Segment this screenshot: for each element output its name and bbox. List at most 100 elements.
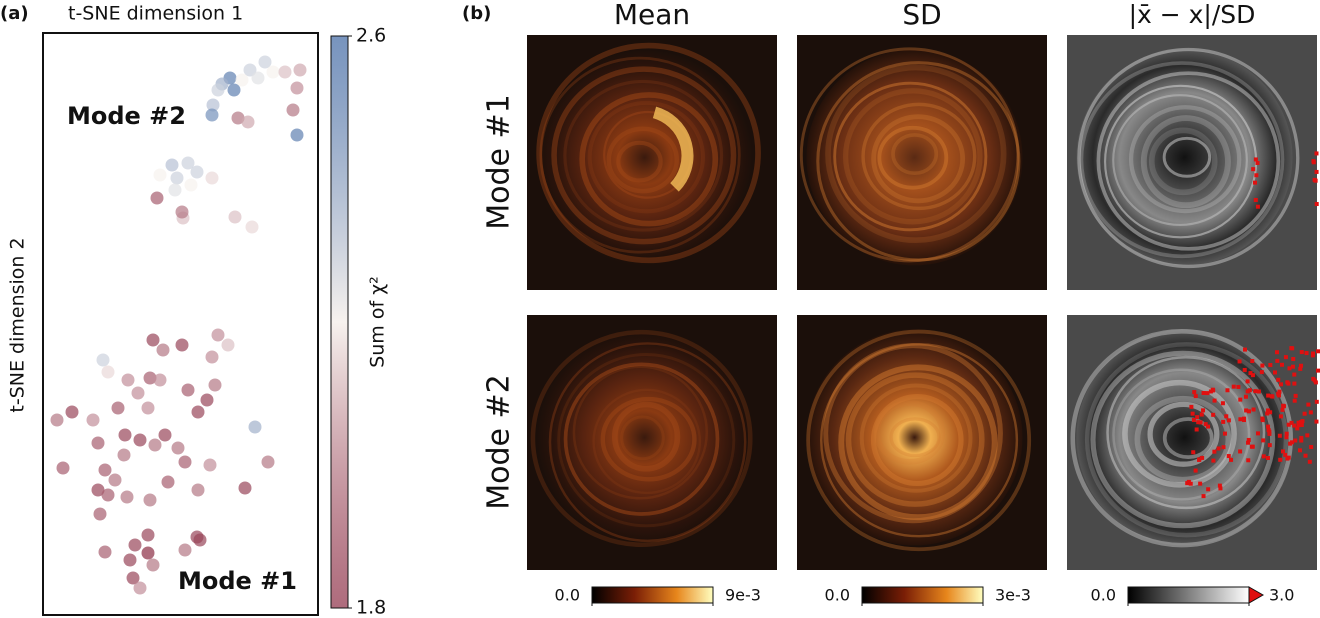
image-ring <box>1112 368 1251 501</box>
scatter-point <box>143 371 157 385</box>
scatter-point <box>86 413 100 427</box>
scatter-point <box>158 428 172 442</box>
scatter-point <box>191 405 205 419</box>
scatter-point <box>205 171 219 185</box>
scatter-point <box>175 205 189 219</box>
image-ring <box>579 92 719 227</box>
flagged-pixel <box>1253 157 1258 162</box>
flagged-pixel <box>1198 481 1203 486</box>
scatter-point <box>258 55 272 69</box>
flagged-pixel <box>1266 427 1271 432</box>
scatter-point <box>206 98 220 112</box>
flagged-pixel <box>1306 402 1311 407</box>
flagged-pixel <box>1288 441 1293 446</box>
flagged-pixel <box>1310 353 1315 358</box>
flagged-pixel <box>1193 394 1198 399</box>
image-disk <box>536 49 753 266</box>
image-panel <box>797 315 1047 570</box>
flagged-pixel <box>1221 419 1226 424</box>
flagged-pixel <box>1255 204 1260 209</box>
image-ring <box>845 372 985 507</box>
image-ring <box>572 365 709 500</box>
scatter-point <box>170 171 184 185</box>
column-title: SD <box>902 0 941 31</box>
image-ring <box>1147 401 1220 467</box>
flagged-pixel <box>1253 197 1258 202</box>
scatter-point <box>181 383 195 397</box>
colorbar-tick-label: 3e-3 <box>995 586 1031 605</box>
flagged-pixel <box>1248 371 1253 376</box>
flagged-pixel <box>1308 410 1313 415</box>
image-ring <box>891 133 939 176</box>
flagged-pixel <box>1299 422 1304 427</box>
image-disk <box>536 329 753 546</box>
image-ring <box>592 388 702 495</box>
colorbar-tick-label: 2.6 <box>356 25 386 47</box>
flagged-pixel <box>1316 368 1320 373</box>
scatter-point <box>171 441 185 455</box>
scatter-point <box>175 338 189 352</box>
flagged-pixel <box>1221 445 1226 450</box>
scatter-point <box>133 433 147 447</box>
scatter-point <box>101 365 115 379</box>
image-ring <box>1084 342 1289 538</box>
flagged-pixel <box>1238 449 1243 454</box>
flagged-pixel <box>1287 366 1292 371</box>
flagged-pixel <box>1298 448 1303 453</box>
image-ring <box>825 64 1007 244</box>
scatter-point <box>200 393 214 407</box>
flagged-pixel <box>1191 450 1196 455</box>
image-ring <box>536 42 761 264</box>
scatter-point <box>153 373 167 387</box>
flagged-pixel <box>1266 393 1271 398</box>
flagged-pixel <box>1280 362 1285 367</box>
flagged-pixel <box>1303 453 1308 458</box>
image-panel <box>1067 315 1320 570</box>
flagged-pixel <box>1289 346 1294 351</box>
colorbar-tick-label: 1.8 <box>356 597 386 618</box>
flagged-pixel <box>1211 412 1216 417</box>
flagged-pixel <box>1314 399 1319 404</box>
flagged-pixel <box>1267 443 1272 448</box>
flagged-pixel <box>1190 411 1195 416</box>
scatter-point <box>131 386 145 400</box>
scatter-point <box>290 81 304 95</box>
flagged-pixel <box>1265 456 1270 461</box>
scatter-point <box>93 507 107 521</box>
flagged-pixel <box>1212 449 1217 454</box>
flagged-pixel <box>1197 457 1202 462</box>
image-panel <box>527 35 777 290</box>
scatter-point <box>161 475 175 489</box>
scatter-point <box>178 455 192 469</box>
scatter-point <box>56 461 70 475</box>
scatter-point <box>293 63 307 77</box>
flagged-pixel <box>1193 468 1198 473</box>
flagged-pixel <box>1268 410 1273 415</box>
image-ring <box>806 329 1032 552</box>
flagged-pixel <box>1247 409 1252 414</box>
flagged-pixel <box>1280 449 1285 454</box>
plot-frame <box>42 32 319 616</box>
flagged-pixel <box>1196 420 1201 425</box>
scatter-point <box>96 353 110 367</box>
scatter-point <box>168 183 182 197</box>
flagged-pixel <box>1206 424 1211 429</box>
scatter-point <box>141 401 155 415</box>
scatter-point <box>211 328 225 342</box>
flagged-pixel <box>1199 412 1204 417</box>
scatter-point <box>251 71 265 85</box>
flagged-pixel <box>1312 177 1317 182</box>
image-ring <box>557 353 736 528</box>
colorbar <box>1127 586 1250 604</box>
flagged-pixel <box>1195 415 1200 420</box>
flagged-pixel <box>1192 390 1197 395</box>
image-ring <box>611 401 681 472</box>
flagged-pixel <box>1277 433 1282 438</box>
annotation: Mode #2 <box>67 102 186 130</box>
flagged-pixel <box>1311 159 1316 164</box>
image-ring <box>551 66 737 245</box>
flagged-pixel <box>1231 384 1236 389</box>
flagged-pixel <box>1242 416 1247 421</box>
bright-crescent <box>652 106 694 192</box>
